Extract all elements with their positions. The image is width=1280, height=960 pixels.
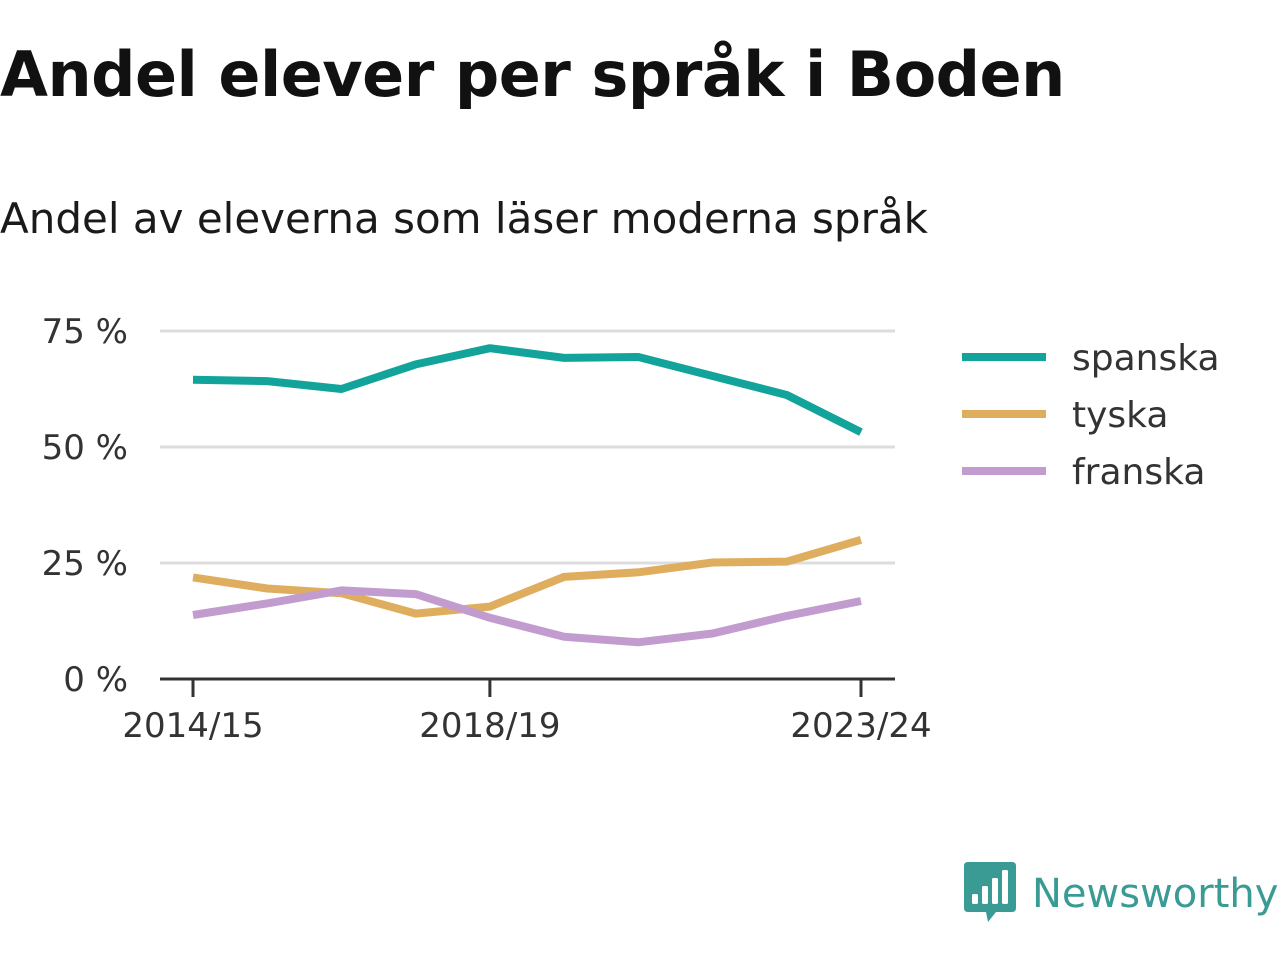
brand-logo: Newsworthy (964, 862, 1278, 926)
y-tick-label: 50 % (42, 428, 128, 468)
legend-label-spanska: spanska (1072, 338, 1220, 379)
y-tick-label: 25 % (42, 544, 128, 584)
legend-label-franska: franska (1072, 452, 1205, 493)
legend-label-tyska: tyska (1072, 395, 1168, 436)
series-line-spanska (192, 344, 863, 436)
series-lines (192, 344, 863, 647)
chart-title: Andel elever per språk i Boden (0, 38, 1065, 111)
x-tick-label: 2018/19 (419, 706, 560, 746)
x-tick-label: 2023/24 (790, 706, 931, 746)
bar-chart-speech-bubble-icon (964, 862, 1016, 922)
y-tick-label: 75 % (42, 312, 128, 352)
y-tick-label: 0 % (63, 660, 128, 700)
series-line-franska (192, 586, 862, 647)
legend: spanska tyska franska (962, 338, 1220, 493)
x-tick-label: 2014/15 (122, 706, 263, 746)
x-axis: 2014/15 2018/19 2023/24 (122, 677, 932, 746)
chart-subtitle: Andel av eleverna som läser moderna språ… (0, 194, 928, 243)
brand-name: Newsworthy (1032, 871, 1279, 917)
series-line-tyska (192, 535, 863, 618)
y-axis-tick-labels: 0 % 25 % 50 % 75 % (42, 312, 128, 700)
gridlines (160, 329, 895, 565)
